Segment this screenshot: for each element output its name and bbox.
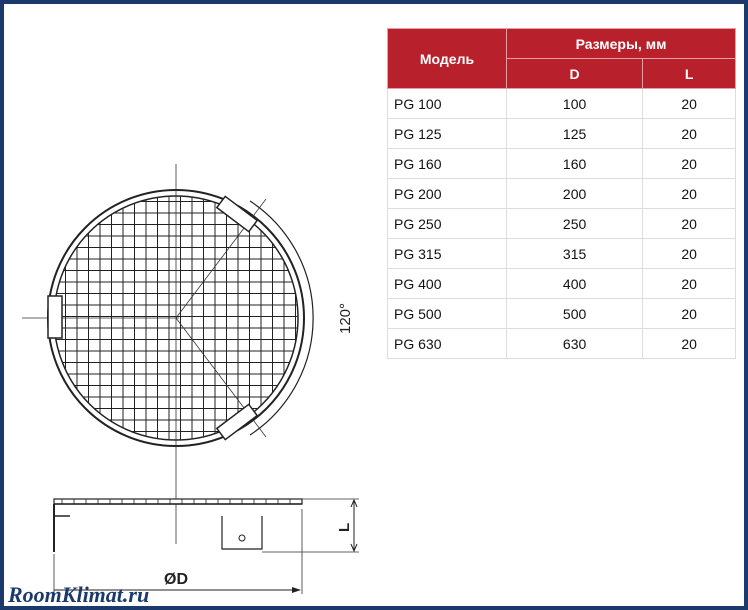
cell-d: 400 [505, 268, 644, 299]
cell-d: 200 [505, 178, 644, 209]
table-row: PG 315 315 20 [387, 238, 736, 269]
side-view [53, 498, 359, 594]
header-d: D [505, 58, 644, 89]
header-dimensions: Размеры, мм [506, 28, 736, 59]
cell-d: 250 [505, 208, 644, 239]
cell-l: 20 [642, 208, 736, 239]
cell-l: 20 [642, 148, 736, 179]
cell-d: 100 [505, 88, 644, 119]
cell-d: 315 [505, 238, 644, 269]
cell-model: PG 250 [387, 208, 507, 239]
cell-model: PG 160 [387, 148, 507, 179]
cell-model: PG 630 [387, 328, 507, 359]
cell-l: 20 [642, 328, 736, 359]
clip-left [47, 295, 63, 339]
table-row: PG 400 400 20 [387, 268, 736, 299]
table-row: PG 200 200 20 [387, 178, 736, 209]
table-row: PG 500 500 20 [387, 298, 736, 329]
mesh-grid [54, 196, 298, 440]
header-model: Модель [387, 28, 507, 89]
table-row: PG 250 250 20 [387, 208, 736, 239]
watermark-logo: RoomKlimat.ru [8, 582, 150, 607]
table-row: PG 630 630 20 [387, 328, 736, 359]
clip-bottom-right [215, 403, 259, 441]
cell-l: 20 [642, 268, 736, 299]
length-label: L [336, 523, 353, 532]
table-row: PG 160 160 20 [387, 148, 736, 179]
cell-model: PG 315 [387, 238, 507, 269]
angle-label: 120° [337, 303, 354, 334]
cell-d: 500 [505, 298, 644, 329]
cell-model: PG 500 [387, 298, 507, 329]
cell-l: 20 [642, 118, 736, 149]
table-row: PG 125 125 20 [387, 118, 736, 149]
cell-l: 20 [642, 298, 736, 329]
diameter-label: ØD [164, 571, 188, 588]
cell-model: PG 400 [387, 268, 507, 299]
header-l: L [642, 58, 736, 89]
cell-model: PG 100 [387, 88, 507, 119]
cell-l: 20 [642, 178, 736, 209]
cell-model: PG 125 [387, 118, 507, 149]
clip-top-right [215, 195, 259, 233]
technical-drawing: 120° L ØD [22, 164, 359, 594]
dimensions-table: Модель Размеры, мм D L PG 100 100 20 PG 125… [387, 28, 736, 359]
cell-l: 20 [642, 238, 736, 269]
cell-l: 20 [642, 88, 736, 119]
cell-d: 630 [505, 328, 644, 359]
table-row: PG 100 100 20 [387, 88, 736, 119]
cell-d: 125 [505, 118, 644, 149]
cell-d: 160 [505, 148, 644, 179]
angle-arc [249, 200, 314, 436]
cell-model: PG 200 [387, 178, 507, 209]
